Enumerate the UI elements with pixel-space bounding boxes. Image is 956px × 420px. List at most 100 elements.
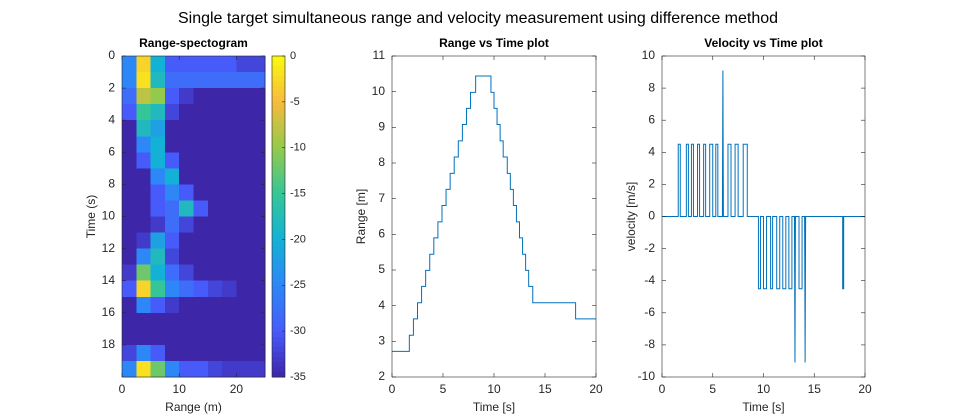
heatmap-cell (236, 216, 252, 234)
y-tick-label: 14 (102, 273, 116, 287)
y-tick-label: 4 (378, 298, 385, 312)
y-tick-label: -2 (644, 241, 655, 255)
heatmap-cell (136, 56, 152, 73)
heatmap-cell (136, 168, 152, 185)
heatmap-cell (150, 72, 166, 89)
axes-title: Range-spectogram (139, 36, 248, 50)
y-tick-label: 11 (373, 48, 386, 62)
heatmap-cell (179, 344, 194, 362)
heatmap-cell (193, 216, 209, 234)
heatmap-cell (193, 56, 209, 73)
heatmap-cell (193, 184, 209, 201)
heatmap-cell (207, 152, 223, 169)
colorbar-swatch (272, 361, 285, 368)
heatmap-cell (150, 152, 166, 169)
y-tick-label: 2 (108, 80, 115, 94)
colorbar-swatch (272, 321, 285, 328)
heatmap-cell (179, 152, 194, 169)
colorbar-swatch (272, 276, 285, 283)
heatmap-cell (136, 72, 152, 89)
heatmap-cell (207, 216, 223, 234)
colorbar-swatch (272, 216, 285, 223)
heatmap-cell (250, 312, 266, 330)
colorbar-swatch (272, 316, 285, 323)
heatmap-cell (207, 104, 223, 121)
colorbar-swatch (272, 156, 285, 162)
heatmap-cell (122, 296, 137, 314)
colorbar-swatch (272, 101, 285, 107)
heatmap-cell (250, 120, 266, 137)
colorbar-swatch (272, 256, 285, 263)
heatmap-cell (193, 296, 209, 314)
heatmap-cell (250, 56, 266, 73)
colorbar-swatch (272, 221, 285, 228)
x-tick-label: 0 (389, 382, 396, 396)
heatmap-cell (164, 120, 180, 137)
heatmap-cell (236, 248, 252, 266)
heatmap-cell (207, 168, 223, 185)
heatmap-cell (222, 344, 237, 362)
heatmap-cell (122, 216, 137, 234)
heatmap-cell (222, 232, 237, 250)
heatmap-cell (179, 296, 194, 314)
heatmap-cell (164, 72, 180, 89)
heatmap-cell (193, 264, 209, 282)
heatmap-cell (250, 72, 266, 89)
heatmap-cell (122, 328, 137, 346)
colorbar-swatch (272, 186, 285, 193)
heatmap-cell (222, 168, 237, 185)
heatmap-cell (136, 152, 152, 169)
heatmap-cell (250, 88, 266, 105)
heatmap-cell (150, 312, 166, 330)
y-axis-label: velocity [m/s] (624, 182, 638, 251)
colorbar-swatch (272, 111, 285, 117)
heatmap-cell (250, 360, 266, 378)
y-tick-label: 8 (648, 80, 655, 94)
heatmap-cell (164, 152, 180, 169)
heatmap-cell (164, 168, 180, 185)
heatmap-cell (164, 296, 180, 314)
colorbar-swatch (272, 71, 285, 77)
x-tick-label: 20 (858, 382, 872, 396)
colorbar-swatch (272, 286, 285, 293)
x-tick-label: 0 (659, 382, 666, 396)
heatmap-cell (193, 200, 209, 217)
heatmap-cell (122, 56, 137, 73)
colorbar-swatch (272, 131, 285, 137)
heatmap-cell (222, 312, 237, 330)
heatmap-cell (122, 72, 137, 89)
heatmap-cell (122, 360, 137, 378)
heatmap-cell (193, 248, 209, 266)
heatmap-cell (136, 312, 152, 330)
y-tick-label: -6 (644, 305, 655, 319)
colorbar-swatch (272, 261, 285, 268)
plot-area (392, 56, 596, 377)
heatmap-cell (207, 296, 223, 314)
heatmap-cell (222, 296, 237, 314)
heatmap-cell (222, 104, 237, 121)
colorbar-swatch (272, 81, 285, 87)
heatmap-cell (193, 232, 209, 250)
heatmap-cell (236, 120, 252, 137)
colorbar-swatch (272, 191, 285, 198)
colorbar-swatch (272, 146, 285, 152)
colorbar-tick-label: -30 (290, 325, 306, 337)
heatmap-cell (207, 136, 223, 153)
heatmap-cell (193, 120, 209, 137)
heatmap-cell (179, 248, 194, 266)
heatmap-cell (164, 232, 180, 250)
colorbar-swatch (272, 306, 285, 313)
colorbar-swatch (272, 301, 285, 308)
heatmap-cell (222, 136, 237, 153)
colorbar-swatch (272, 241, 285, 248)
heatmap-cell (150, 120, 166, 137)
heatmap-cell (122, 184, 137, 201)
heatmap-cell (193, 312, 209, 330)
x-tick-label: 10 (173, 382, 187, 396)
heatmap-cell (236, 152, 252, 169)
colorbar-tick-label: -25 (290, 279, 306, 291)
colorbar-swatch (272, 136, 285, 142)
heatmap-cell (207, 120, 223, 137)
heatmap-cell (122, 312, 137, 330)
heatmap-cell (222, 184, 237, 201)
